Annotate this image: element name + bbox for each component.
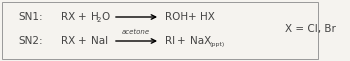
Text: RI: RI (165, 36, 175, 46)
Text: SN1:: SN1: (18, 12, 43, 22)
Text: HX: HX (200, 12, 215, 22)
Text: RX: RX (61, 12, 75, 22)
Text: RX: RX (61, 36, 75, 46)
Text: +: + (78, 12, 86, 22)
Text: +: + (177, 36, 185, 46)
FancyBboxPatch shape (2, 2, 318, 59)
Text: (ppt): (ppt) (209, 42, 224, 47)
Text: ROH: ROH (165, 12, 188, 22)
Text: acetone: acetone (122, 29, 150, 35)
Text: X = Cl, Br: X = Cl, Br (285, 24, 336, 34)
Text: +: + (78, 36, 86, 46)
Text: NaI: NaI (91, 36, 108, 46)
Text: 2: 2 (97, 17, 101, 23)
Text: H: H (91, 12, 99, 22)
Text: NaX: NaX (190, 36, 211, 46)
Text: O: O (101, 12, 109, 22)
Text: +: + (188, 12, 196, 22)
Text: SN2:: SN2: (18, 36, 43, 46)
